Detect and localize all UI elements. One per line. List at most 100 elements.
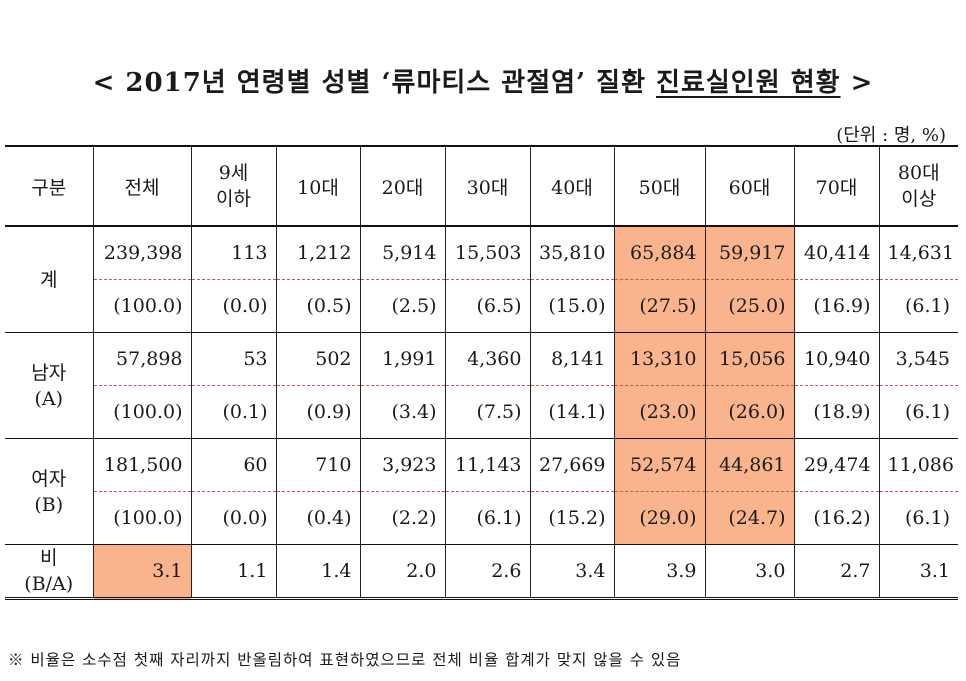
title-underlined: 진료실인원 현황 [656,68,841,98]
ratio-cell: 3.1 [92,544,191,599]
share-cell: (29.0) [613,491,705,545]
header-column: 40대 [529,146,614,226]
count-cell: 1,212 [275,226,360,280]
table-row: 남자 (A) 57,898 53 502 1,991 4,360 8,141 13,310 15,… [5,332,958,439]
title-suffix: > [840,68,874,98]
ratio-cell: 2.6 [444,544,530,599]
header-column: 9세 이하 [190,146,276,226]
count-cell: 1,991 [359,332,445,386]
header-column: 70대 [793,146,879,226]
header-column: 80대 이상 [878,146,958,226]
share-cell: (6.1) [878,385,958,439]
unit-note: (단위 : 명, %) [836,125,946,146]
share-cell: (0.4) [275,491,360,545]
count-cell: 52,574 [613,438,705,492]
count-cell: 10,940 [793,332,879,386]
share-cell: (26.0) [704,385,794,439]
ratio-cell: 3.4 [529,544,614,599]
count-cell: 29,474 [793,438,879,492]
share-cell: (23.0) [613,385,705,439]
title-prefix: < 2017년 연령별 성별 [92,68,382,98]
count-cell: 35,810 [529,226,614,280]
ratio-cell: 2.0 [359,544,445,599]
share-cell: (2.5) [359,279,445,333]
share-cell: (3.4) [359,385,445,439]
header-column: 전체 [92,146,191,226]
count-cell: 181,500 [92,438,191,492]
share-cell: (6.5) [444,279,530,333]
count-cell: 502 [275,332,360,386]
count-cell: 3,545 [878,332,958,386]
share-cell: (15.2) [529,491,614,545]
share-cell: (0.0) [190,491,276,545]
table-row: 여자 (B) 181,500 60 710 3,923 11,143 27,669 52,574… [5,438,958,545]
row-label: 비 (B/A) [5,544,94,599]
share-cell: (6.1) [444,491,530,545]
stats-table: 구분 전체 9세 이하 10대 20대 30대 40대 50대 60대 70대 8… [5,145,958,600]
share-cell: (0.0) [190,279,276,333]
header-column: 50대 [613,146,705,226]
title-quoted: ‘류마티스 관절염’ [381,68,587,98]
header-column: 30대 [444,146,530,226]
count-cell: 11,143 [444,438,530,492]
count-cell: 11,086 [878,438,958,492]
count-cell: 5,914 [359,226,445,280]
ratio-cell: 1.1 [190,544,276,599]
title-middle: 질환 [586,68,657,98]
row-label: 계 [5,226,94,333]
header-column: 20대 [359,146,445,226]
share-cell: (25.0) [704,279,794,333]
share-cell: (16.9) [793,279,879,333]
share-cell: (16.2) [793,491,879,545]
count-cell: 27,669 [529,438,614,492]
share-cell: (2.2) [359,491,445,545]
count-cell: 3,923 [359,438,445,492]
ratio-cell: 2.7 [793,544,879,599]
table-row: (100.0) (0.0) (0.4) (2.2) (6.1) (15.2) (29.0)(… [5,491,958,545]
count-cell: 65,884 [613,226,705,280]
ratio-cell: 1.4 [275,544,360,599]
row-label: 남자 (A) [5,332,94,439]
count-cell: 60 [190,438,276,492]
count-cell: 13,310 [613,332,705,386]
count-cell: 710 [275,438,360,492]
ratio-cell: 3.0 [704,544,794,599]
header-row: 구분 전체 9세 이하 10대 20대 30대 40대 50대 60대 70대 8… [5,146,958,226]
header-label: 구분 [31,176,67,199]
share-cell: (0.5) [275,279,360,333]
ratio-cell: 3.9 [613,544,705,599]
footnote: ※ 비율은 소수점 첫째 자리까지 반올림하여 표현하였으므로 전체 비율 합계… [8,651,682,669]
share-cell: (6.1) [878,279,958,333]
table-row: 계 239,398 113 1,212 5,914 15,503 35,810 65,884 5… [5,226,958,333]
share-cell: (15.0) [529,279,614,333]
table-body: 계 239,398 113 1,212 5,914 15,503 35,810 65,884 5… [5,226,958,599]
count-cell: 8,141 [529,332,614,386]
table-row: (100.0) (0.1) (0.9) (3.4) (7.5) (14.1) (23.0)(… [5,385,958,439]
count-cell: 14,631 [878,226,958,280]
share-cell: (0.9) [275,385,360,439]
share-cell: (18.9) [793,385,879,439]
share-cell: (14.1) [529,385,614,439]
count-cell: 59,917 [704,226,794,280]
share-cell: (100.0) [92,491,191,545]
table-row: (100.0) (0.0) (0.5) (2.5) (6.5) (15.0) (27.5)(… [5,279,958,333]
row-label: 여자 (B) [5,438,94,545]
share-cell: (6.1) [878,491,958,545]
share-cell: (7.5) [444,385,530,439]
count-cell: 53 [190,332,276,386]
count-cell: 4,360 [444,332,530,386]
share-cell: (100.0) [92,279,191,333]
count-cell: 15,056 [704,332,794,386]
ratio-row: 비 (B/A) 3.1 1.1 1.4 2.0 2.6 3.4 3.9 3.0 2.7 3.1 [5,544,958,599]
count-cell: 40,414 [793,226,879,280]
header-column: 60대 [704,146,794,226]
header-column: 10대 [275,146,360,226]
count-cell: 57,898 [92,332,191,386]
count-cell: 239,398 [92,226,191,280]
count-cell: 44,861 [704,438,794,492]
share-cell: (27.5) [613,279,705,333]
count-cell: 15,503 [444,226,530,280]
count-cell: 113 [190,226,276,280]
ratio-cell: 3.1 [878,544,958,599]
share-cell: (0.1) [190,385,276,439]
